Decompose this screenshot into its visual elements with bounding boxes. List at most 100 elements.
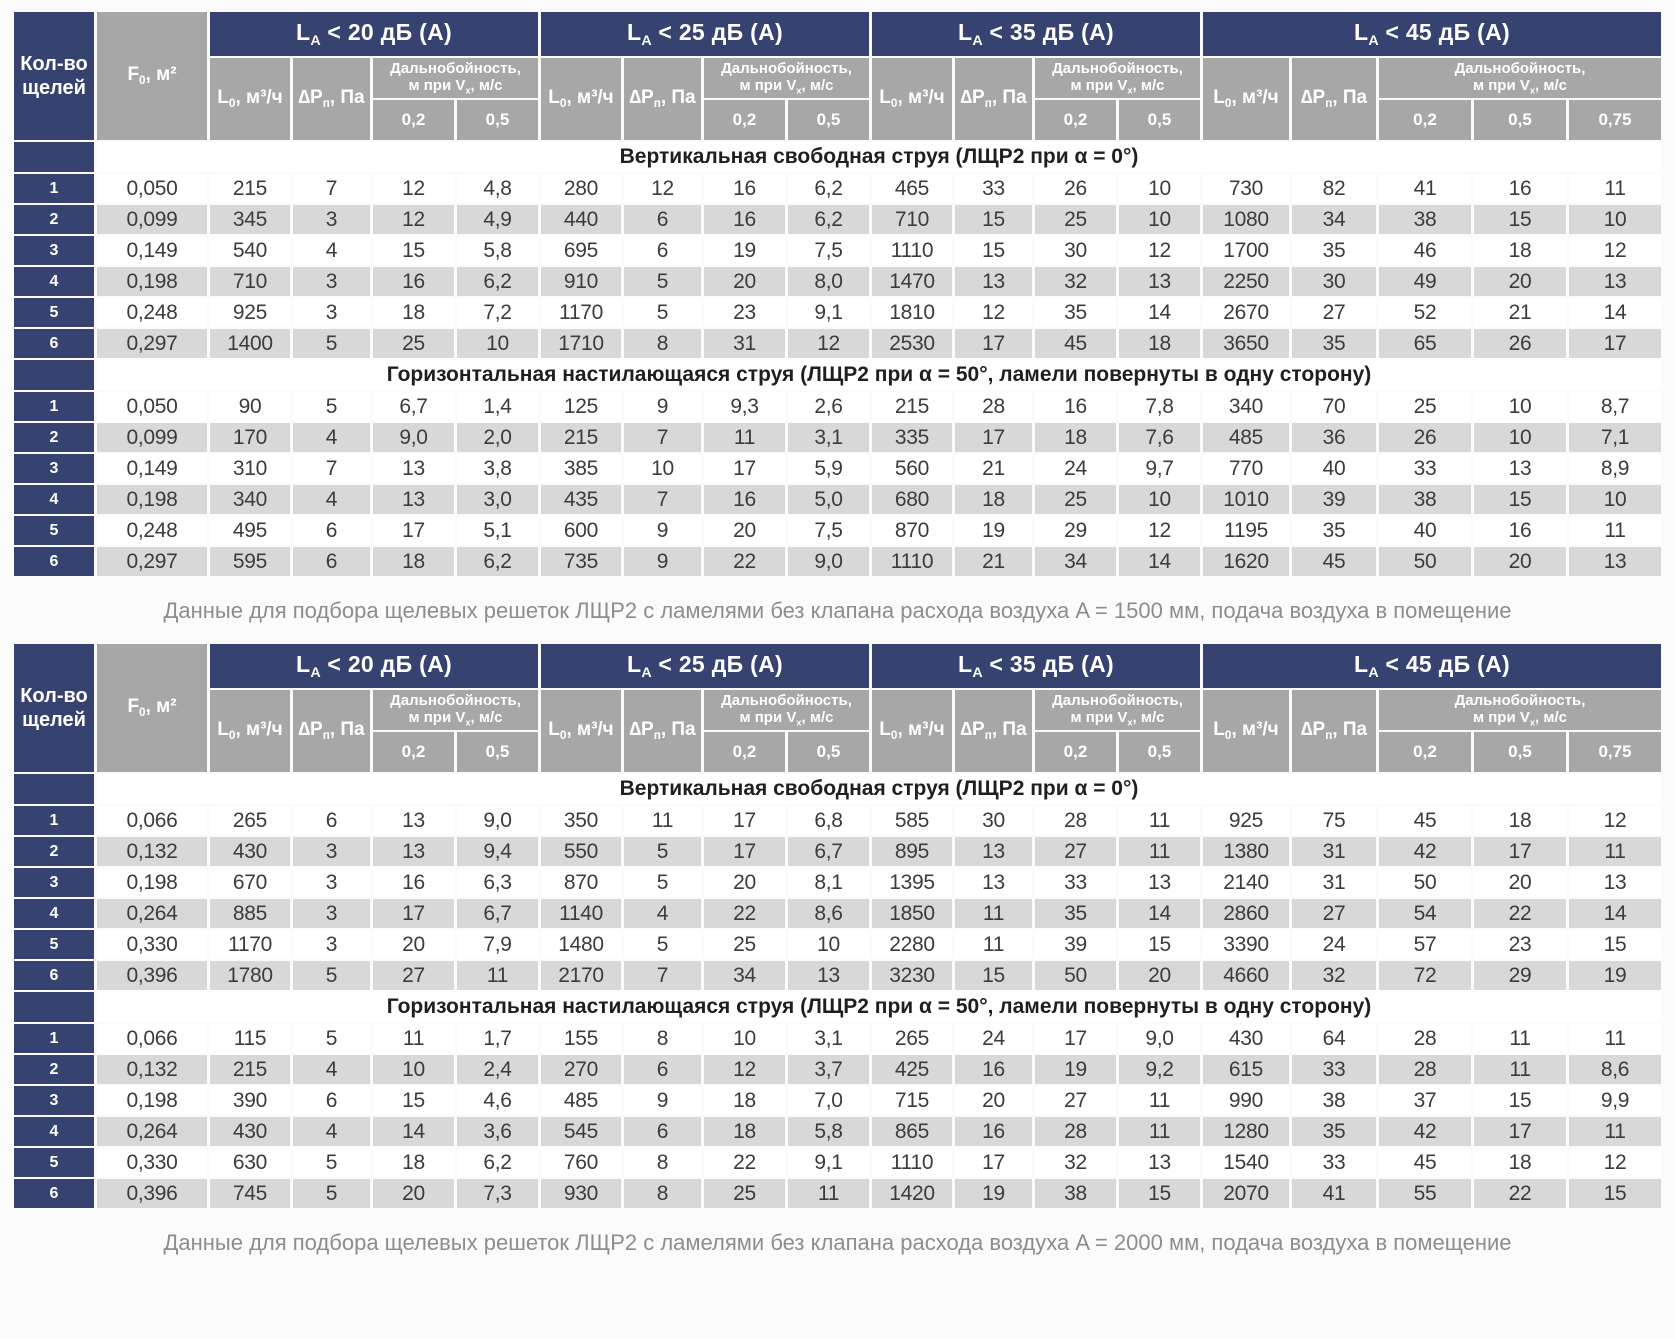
value-cell: 22	[704, 547, 785, 576]
velocity-header: 0,5	[457, 732, 538, 772]
value-cell: 350	[541, 806, 621, 835]
value-cell: 435	[541, 485, 621, 514]
value-cell: 16	[373, 868, 454, 897]
value-cell: 345	[210, 205, 290, 234]
value-cell: 25	[373, 329, 454, 358]
section-title-row: Горизонтальная настилающаяся струя (ЛЩР2…	[14, 360, 1661, 390]
value-cell: 385	[541, 454, 621, 483]
value-cell: 115	[210, 1024, 290, 1053]
section-row-number-cell	[14, 142, 94, 172]
f0-value-cell: 0,149	[97, 454, 207, 483]
value-cell: 16	[373, 267, 454, 296]
value-cell: 730	[1203, 174, 1289, 203]
value-cell: 4,6	[457, 1086, 538, 1115]
value-cell: 2860	[1203, 899, 1289, 928]
value-cell: 1280	[1203, 1117, 1289, 1146]
row-number-cell: 5	[14, 298, 94, 327]
f0-value-cell: 0,050	[97, 392, 207, 421]
f0-value-cell: 0,396	[97, 1179, 207, 1208]
value-cell: 12	[704, 1055, 785, 1084]
value-cell: 735	[541, 547, 621, 576]
velocity-header: 0,5	[788, 732, 869, 772]
value-cell: 11	[1569, 1117, 1661, 1146]
value-cell: 19	[1569, 961, 1661, 990]
value-cell: 2530	[872, 329, 952, 358]
value-cell: 6,2	[788, 174, 869, 203]
pressure-drop-header: ∆Pп, Па	[955, 58, 1032, 140]
value-cell: 1470	[872, 267, 952, 296]
value-cell: 25	[704, 930, 785, 959]
value-cell: 16	[955, 1055, 1032, 1084]
value-cell: 595	[210, 547, 290, 576]
value-cell: 710	[210, 267, 290, 296]
f0-value-cell: 0,248	[97, 516, 207, 545]
value-cell: 11	[624, 806, 701, 835]
value-cell: 30	[1292, 267, 1376, 296]
value-cell: 42	[1379, 1117, 1471, 1146]
data-row: 4 0,198 710 3 16 6,2 910 5 20 8,0 1470 13 32 13 2250 30…	[14, 267, 1661, 296]
value-cell: 3	[293, 930, 370, 959]
value-cell: 13	[1119, 1148, 1200, 1177]
f0-value-cell: 0,149	[97, 236, 207, 265]
value-cell: 25	[1035, 205, 1116, 234]
value-cell: 9,0	[457, 806, 538, 835]
row-number-cell: 2	[14, 423, 94, 452]
throw-range-header: Дальнобойность, м при Vх, м/с	[373, 58, 538, 98]
noise-level-group-header: LА < 20 дБ (А)	[210, 644, 538, 688]
value-cell: 3	[293, 868, 370, 897]
value-cell: 870	[872, 516, 952, 545]
value-cell: 17	[1474, 1117, 1566, 1146]
value-cell: 13	[373, 454, 454, 483]
slots-header: Кол-во щелей	[14, 644, 94, 772]
value-cell: 7,1	[1569, 423, 1661, 452]
value-cell: 41	[1292, 1179, 1376, 1208]
f0-header: F0, м²	[97, 12, 207, 140]
value-cell: 630	[210, 1148, 290, 1177]
value-cell: 2140	[1203, 868, 1289, 897]
f0-value-cell: 0,330	[97, 930, 207, 959]
value-cell: 39	[1035, 930, 1116, 959]
value-cell: 26	[1035, 174, 1116, 203]
value-cell: 895	[872, 837, 952, 866]
value-cell: 12	[1569, 236, 1661, 265]
value-cell: 715	[872, 1086, 952, 1115]
value-cell: 5	[624, 267, 701, 296]
value-cell: 18	[373, 1148, 454, 1177]
data-row: 3 0,149 310 7 13 3,8 385 10 17 5,9 560 21 24 9,7 770 40…	[14, 454, 1661, 483]
header-row-measures: L0, м³/ч ∆Pп, Па Дальнобойность, м при Vх, …	[14, 58, 1661, 140]
value-cell: 10	[1569, 485, 1661, 514]
value-cell: 1110	[872, 236, 952, 265]
f0-value-cell: 0,198	[97, 868, 207, 897]
value-cell: 340	[1203, 392, 1289, 421]
value-cell: 10	[1569, 205, 1661, 234]
value-cell: 12	[1119, 516, 1200, 545]
velocity-header: 0,2	[704, 100, 785, 140]
value-cell: 5	[293, 392, 370, 421]
value-cell: 15	[1569, 1179, 1661, 1208]
value-cell: 215	[872, 392, 952, 421]
value-cell: 8,1	[788, 868, 869, 897]
data-row: 6 0,396 745 5 20 7,3 930 8 25 11 1420 19 38 15 2070 41 5…	[14, 1179, 1661, 1208]
value-cell: 31	[1292, 837, 1376, 866]
selection-table-a1500: Кол-во щелей F0, м² LА < 20 дБ (А) LА < 25 …	[11, 10, 1664, 578]
value-cell: 8	[624, 329, 701, 358]
value-cell: 3	[293, 837, 370, 866]
section-row-number-cell	[14, 360, 94, 390]
value-cell: 215	[210, 174, 290, 203]
value-cell: 90	[210, 392, 290, 421]
value-cell: 38	[1292, 1086, 1376, 1115]
value-cell: 310	[210, 454, 290, 483]
row-number-cell: 3	[14, 236, 94, 265]
value-cell: 9,0	[373, 423, 454, 452]
value-cell: 11	[1474, 1055, 1566, 1084]
velocity-header: 0,2	[1379, 100, 1471, 140]
value-cell: 3390	[1203, 930, 1289, 959]
data-row: 6 0,396 1780 5 27 11 2170 7 34 13 3230 15 50 20 4660 32…	[14, 961, 1661, 990]
value-cell: 5	[293, 329, 370, 358]
throw-range-header: Дальнобойность, м при Vх, м/с	[1379, 690, 1661, 730]
value-cell: 22	[1474, 1179, 1566, 1208]
value-cell: 17	[1035, 1024, 1116, 1053]
value-cell: 5	[624, 298, 701, 327]
row-number-cell: 4	[14, 899, 94, 928]
value-cell: 32	[1035, 1148, 1116, 1177]
